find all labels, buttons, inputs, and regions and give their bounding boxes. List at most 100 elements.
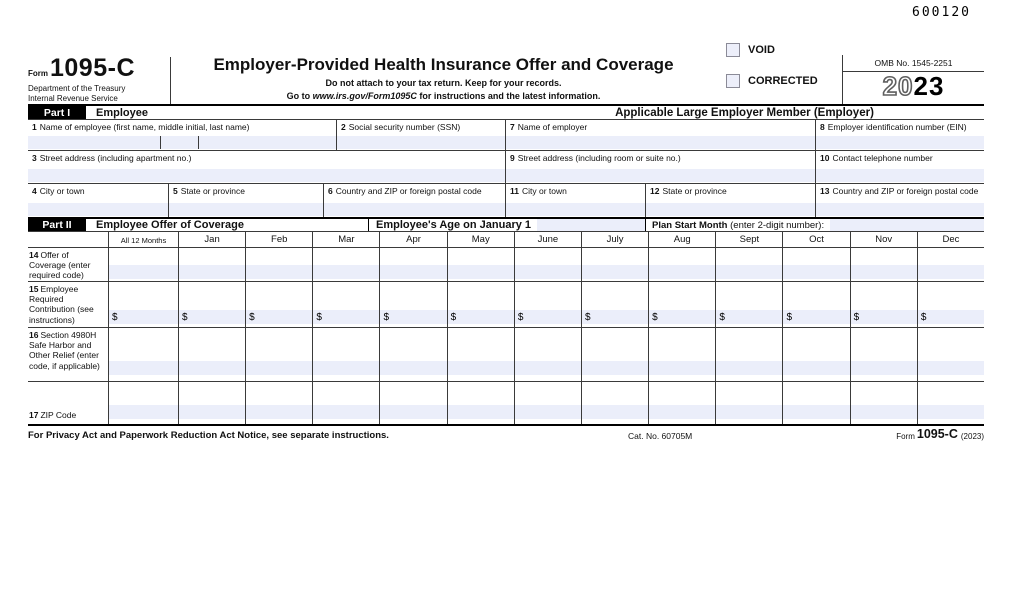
entry-strip[interactable] xyxy=(716,310,783,324)
grid-cell[interactable]: $ xyxy=(245,282,313,327)
entry-strip[interactable] xyxy=(28,136,336,149)
field-ein[interactable]: 8 Employer identification number (EIN) xyxy=(815,120,984,150)
grid-cell[interactable] xyxy=(580,382,649,424)
grid-cell[interactable] xyxy=(379,382,447,424)
entry-strip[interactable] xyxy=(783,310,850,324)
entry-strip[interactable] xyxy=(783,405,850,419)
entry-strip[interactable] xyxy=(506,203,645,216)
field-employer-city[interactable]: 11 City or town xyxy=(505,184,645,217)
entry-strip[interactable] xyxy=(506,136,815,149)
entry-strip[interactable] xyxy=(716,265,783,279)
field-employer-name[interactable]: 7 Name of employer xyxy=(505,120,815,150)
entry-strip[interactable] xyxy=(649,361,716,375)
entry-strip[interactable] xyxy=(514,265,581,279)
grid-cell[interactable] xyxy=(245,248,313,281)
entry-strip[interactable] xyxy=(649,310,716,324)
entry-strip[interactable] xyxy=(581,310,649,324)
grid-cell[interactable]: $ xyxy=(446,282,514,327)
grid-cell[interactable] xyxy=(715,248,783,281)
entry-strip[interactable] xyxy=(514,310,581,324)
grid-cell[interactable]: $ xyxy=(312,282,380,327)
entry-strip[interactable] xyxy=(179,310,246,324)
field-contact-phone[interactable]: 10 Contact telephone number xyxy=(815,151,984,183)
entry-strip[interactable] xyxy=(783,361,850,375)
entry-strip[interactable] xyxy=(447,361,514,375)
entry-strip[interactable] xyxy=(246,405,313,419)
entry-strip[interactable] xyxy=(581,405,649,419)
entry-strip[interactable] xyxy=(313,265,380,279)
entry-strip[interactable] xyxy=(447,265,514,279)
grid-cell[interactable] xyxy=(580,248,649,281)
grid-cell[interactable] xyxy=(312,248,380,281)
entry-strip[interactable] xyxy=(816,136,984,149)
grid-cell[interactable] xyxy=(916,248,984,281)
field-ssn[interactable]: 2 Social security number (SSN) xyxy=(336,120,505,150)
grid-cell[interactable] xyxy=(312,328,380,381)
grid-cell[interactable] xyxy=(715,328,783,381)
grid-cell[interactable] xyxy=(446,328,514,381)
entry-strip[interactable] xyxy=(850,405,917,419)
plan-start-entry-strip[interactable] xyxy=(830,219,984,231)
grid-cell[interactable] xyxy=(379,248,447,281)
grid-cell[interactable] xyxy=(916,382,984,424)
grid-cell[interactable] xyxy=(446,382,514,424)
grid-cell[interactable]: $ xyxy=(715,282,783,327)
grid-cell[interactable] xyxy=(648,248,716,281)
grid-cell[interactable]: $ xyxy=(849,282,917,327)
grid-cell[interactable]: $ xyxy=(178,282,246,327)
grid-cell[interactable] xyxy=(849,382,917,424)
entry-strip[interactable] xyxy=(581,265,649,279)
field-employer-state[interactable]: 12 State or province xyxy=(645,184,815,217)
entry-strip[interactable] xyxy=(380,310,447,324)
void-checkbox[interactable] xyxy=(726,42,740,57)
entry-strip[interactable] xyxy=(447,405,514,419)
grid-cell[interactable] xyxy=(580,328,649,381)
grid-cell[interactable]: $ xyxy=(379,282,447,327)
entry-strip[interactable] xyxy=(917,405,984,419)
entry-strip[interactable] xyxy=(246,265,313,279)
entry-strip[interactable] xyxy=(109,405,178,419)
grid-cell[interactable] xyxy=(379,328,447,381)
entry-strip[interactable] xyxy=(917,310,984,324)
entry-strip[interactable] xyxy=(313,310,380,324)
entry-strip[interactable] xyxy=(917,265,984,279)
field-employer-country-zip[interactable]: 13 Country and ZIP or foreign postal code xyxy=(815,184,984,217)
grid-cell[interactable] xyxy=(108,382,178,424)
entry-strip[interactable] xyxy=(169,203,323,216)
entry-strip[interactable] xyxy=(28,169,505,182)
entry-strip[interactable] xyxy=(380,265,447,279)
grid-cell[interactable] xyxy=(782,382,850,424)
grid-cell[interactable] xyxy=(178,328,246,381)
entry-strip[interactable] xyxy=(109,265,178,279)
grid-cell[interactable] xyxy=(849,248,917,281)
entry-strip[interactable] xyxy=(324,203,505,216)
entry-strip[interactable] xyxy=(581,361,649,375)
entry-strip[interactable] xyxy=(179,405,246,419)
grid-cell[interactable] xyxy=(715,382,783,424)
entry-strip[interactable] xyxy=(246,361,313,375)
grid-cell[interactable]: $ xyxy=(916,282,984,327)
entry-strip[interactable] xyxy=(816,203,984,216)
field-employee-country-zip[interactable]: 6 Country and ZIP or foreign postal code xyxy=(323,184,505,217)
entry-strip[interactable] xyxy=(380,405,447,419)
grid-cell[interactable] xyxy=(108,328,178,381)
grid-cell[interactable]: $ xyxy=(782,282,850,327)
grid-cell[interactable] xyxy=(513,382,581,424)
grid-cell[interactable] xyxy=(178,248,246,281)
grid-cell[interactable] xyxy=(648,382,716,424)
age-entry-strip[interactable] xyxy=(537,219,645,231)
entry-strip[interactable] xyxy=(649,265,716,279)
field-employee-street[interactable]: 3 Street address (including apartment no.… xyxy=(28,151,505,183)
grid-cell[interactable] xyxy=(245,382,313,424)
entry-strip[interactable] xyxy=(816,169,984,182)
entry-strip[interactable] xyxy=(447,310,514,324)
entry-strip[interactable] xyxy=(179,361,246,375)
entry-strip[interactable] xyxy=(716,361,783,375)
entry-strip[interactable] xyxy=(506,169,815,182)
entry-strip[interactable] xyxy=(514,405,581,419)
entry-strip[interactable] xyxy=(246,310,313,324)
entry-strip[interactable] xyxy=(850,265,917,279)
field-employee-state[interactable]: 5 State or province xyxy=(168,184,323,217)
grid-cell[interactable] xyxy=(849,328,917,381)
entry-strip[interactable] xyxy=(917,361,984,375)
